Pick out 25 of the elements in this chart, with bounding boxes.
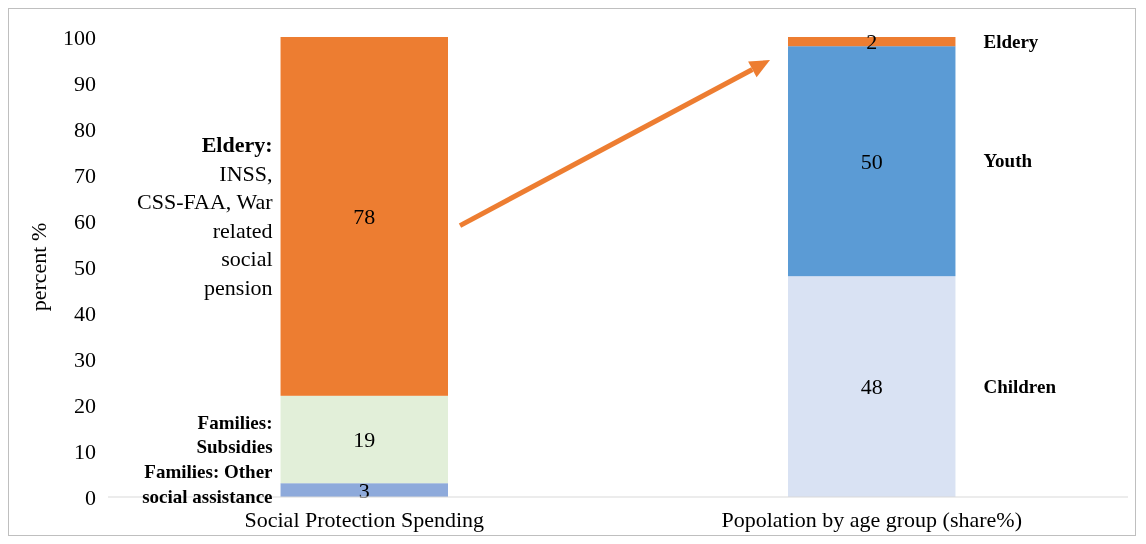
series-label: Youth <box>983 150 1033 172</box>
x-tick-label: Social Protection Spending <box>244 507 485 532</box>
y-tick-label: 0 <box>85 484 96 510</box>
y-tick-label: 70 <box>74 162 96 188</box>
data-label: 78 <box>353 203 376 229</box>
series-label: Children <box>983 375 1057 397</box>
y-tick-label: 50 <box>74 254 96 280</box>
y-tick-label: 30 <box>74 346 96 372</box>
data-label: 3 <box>358 477 370 503</box>
series-label: Eldery: INSS, CSS-FAA, War related social pension <box>136 132 274 301</box>
y-tick-label: 20 <box>74 392 96 418</box>
y-tick-label: 100 <box>63 24 96 50</box>
y-tick-label: 90 <box>74 70 96 96</box>
series-label: Eldery <box>983 30 1039 52</box>
y-axis-title: percent % <box>25 222 51 312</box>
series-label: Families: Subsidies <box>196 411 273 458</box>
data-label: 48 <box>860 374 883 400</box>
data-label: 50 <box>860 148 883 174</box>
data-label: 19 <box>353 427 376 452</box>
series-label: Families: Other social assistance <box>142 461 274 507</box>
y-tick-label: 40 <box>74 300 96 326</box>
y-tick-label: 60 <box>74 208 96 234</box>
y-tick-label: 10 <box>74 438 96 464</box>
x-tick-label: Popolation by age group (share%) <box>721 507 1023 532</box>
y-tick-label: 80 <box>74 116 96 142</box>
